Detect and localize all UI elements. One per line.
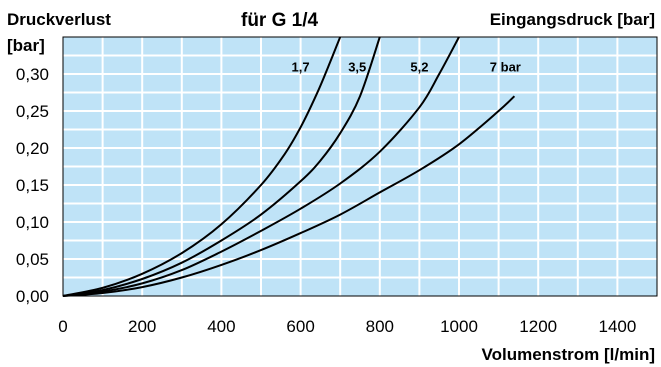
x-tick-label: 200 — [128, 317, 156, 336]
y-tick-label: 0,30 — [16, 65, 49, 84]
y-axis-title-line2: [bar] — [7, 36, 45, 55]
y-tick-label: 0,25 — [16, 102, 49, 121]
x-axis-title: Volumenstrom [l/min] — [482, 345, 655, 364]
x-tick-labels: 0 200 400 600 800 1000 1200 1400 — [58, 317, 636, 336]
curve-5-2 — [62, 36, 460, 297]
y-tick-label: 0,15 — [16, 176, 49, 195]
grid-lines — [62, 36, 658, 297]
x-tick-label: 1000 — [440, 317, 478, 336]
y-tick-label: 0,10 — [16, 213, 49, 232]
curve-group — [62, 36, 516, 297]
curve-label: 5,2 — [410, 60, 428, 75]
x-tick-label: 0 — [58, 317, 67, 336]
y-tick-label: 0,20 — [16, 139, 49, 158]
chart-title: für G 1/4 — [241, 10, 319, 31]
y-tick-labels: 0,00 0,05 0,10 0,15 0,20 0,25 0,30 — [16, 65, 49, 306]
x-tick-label: 1400 — [598, 317, 636, 336]
curve-7 — [62, 95, 516, 297]
curve-label-group: 1,7 3,5 5,2 7 bar — [292, 60, 521, 75]
x-tick-label: 600 — [286, 317, 314, 336]
y-tick-label: 0,05 — [16, 250, 49, 269]
x-tick-label: 800 — [366, 317, 394, 336]
y-tick-label: 0,00 — [16, 287, 49, 306]
x-tick-label: 400 — [207, 317, 235, 336]
plot-frame — [62, 36, 658, 297]
x-tick-label: 1200 — [519, 317, 557, 336]
curve-label: 1,7 — [292, 60, 310, 75]
curve-label: 7 bar — [490, 60, 521, 75]
y-axis-title-line1: Druckverlust — [7, 10, 111, 29]
curve-1-7 — [62, 36, 342, 297]
curve-label: 3,5 — [348, 60, 366, 75]
legend-title: Eingangsdruck [bar] — [490, 10, 655, 29]
curve-3-5 — [62, 36, 381, 297]
